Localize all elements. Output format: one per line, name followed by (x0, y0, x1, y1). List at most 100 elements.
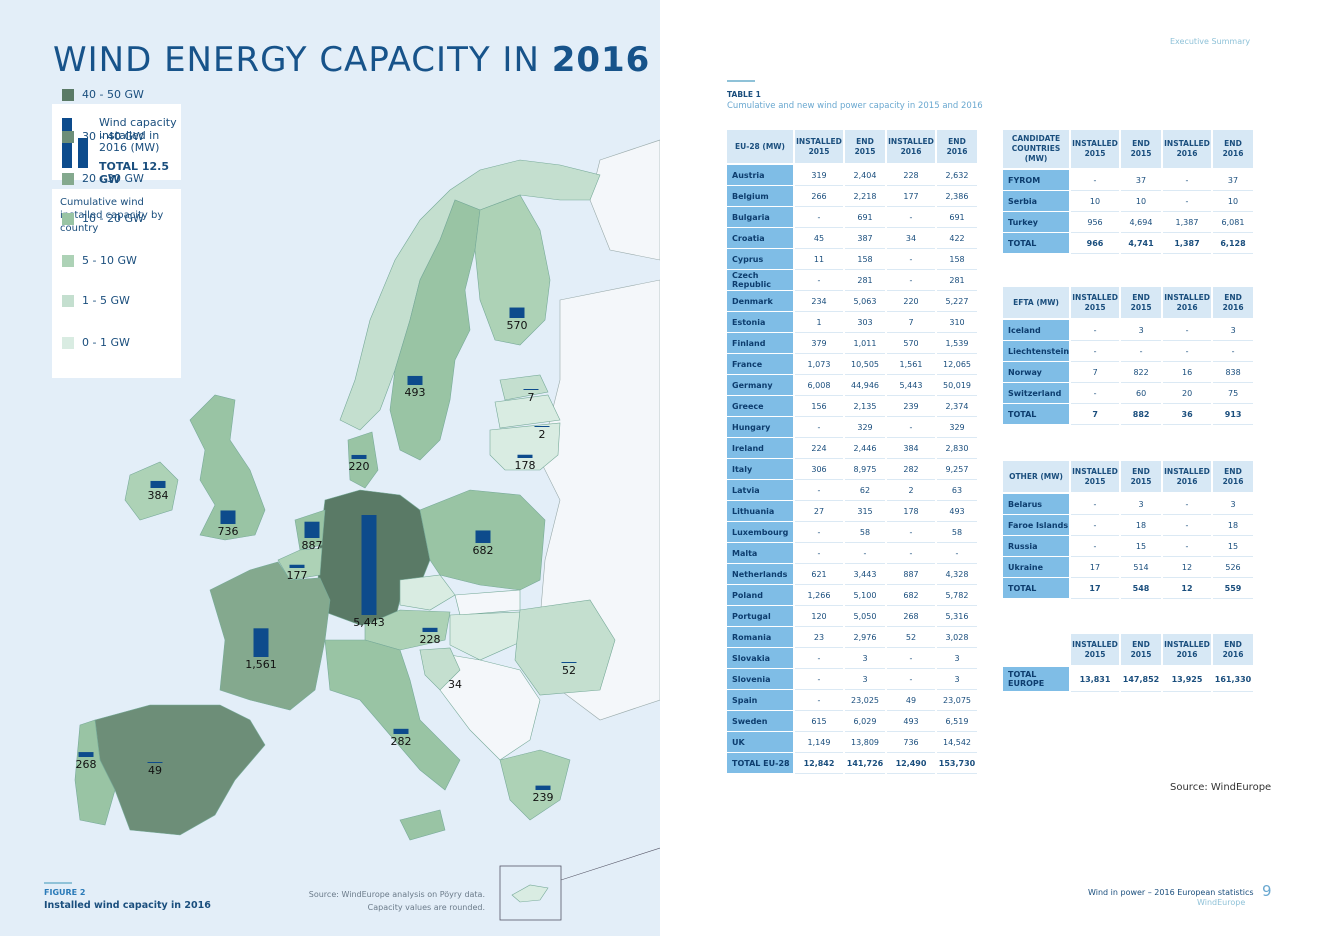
value-cell: 2,386 (937, 186, 977, 207)
value-cell: 52 (887, 627, 935, 648)
table-row: Estonia 1 303 7 310 (727, 312, 977, 333)
value-cell: 266 (795, 186, 843, 207)
table-row: Russia -15-15 (1003, 536, 1253, 557)
value-cell: - (795, 270, 843, 291)
legend-swatch (62, 131, 74, 143)
value-cell: 36 (1163, 404, 1212, 425)
value-cell: 177 (887, 186, 935, 207)
map-label-latvia: 2 (539, 428, 546, 441)
table-row: Sweden 615 6,029 493 6,519 (727, 711, 977, 732)
wind-capacity-label: Wind capacity installed in 2016 (MW) (99, 116, 177, 154)
value-cell: 3 (1121, 494, 1161, 515)
value-cell: - (887, 249, 935, 270)
map-bar-sweden (407, 375, 423, 385)
value-cell: 12,490 (887, 753, 935, 774)
value-cell: 329 (937, 417, 977, 438)
table-subtitle: Cumulative and new wind power capacity i… (727, 101, 983, 111)
map-bar-greece (535, 785, 551, 790)
row-name-cell: TOTAL (1003, 578, 1069, 599)
value-cell: 268 (887, 606, 935, 627)
map-label-austria: 228 (420, 633, 441, 646)
table-row: Cyprus 11 158-158 (727, 249, 977, 270)
value-cell: 559 (1213, 578, 1253, 599)
map-label-italy: 282 (391, 735, 412, 748)
row-name-cell: Turkey (1003, 212, 1069, 233)
value-cell: 8,975 (845, 459, 885, 480)
row-name-cell: Greece (727, 396, 793, 417)
table-row: Switzerland -60 20 75 (1003, 383, 1254, 404)
value-cell: - (1071, 494, 1119, 515)
value-cell: 7 (1071, 362, 1120, 383)
value-cell: - (887, 543, 935, 564)
map-label-sweden: 493 (405, 386, 426, 399)
table-row: Denmark 234 5,063 220 5,227 (727, 291, 977, 312)
value-cell: 6,008 (795, 375, 843, 396)
value-cell: 7 (887, 312, 935, 333)
value-cell: 228 (887, 165, 935, 186)
value-cell: 6,128 (1213, 233, 1253, 254)
value-cell: 4,741 (1121, 233, 1161, 254)
value-cell: 234 (795, 291, 843, 312)
map-page: 5,443 1,561 887 736 682 570 493 384 282 268 239 228… (0, 0, 660, 936)
value-cell: 75 (1213, 383, 1254, 404)
map-label-greece: 239 (533, 791, 554, 804)
legend-label: 30 - 40 GW (82, 130, 144, 143)
value-cell: 27 (795, 501, 843, 522)
legend-swatch (62, 89, 74, 101)
row-name-cell: France (727, 354, 793, 375)
value-cell: - (795, 690, 843, 711)
map-bar-belgium (289, 564, 305, 568)
value-cell: 1,011 (845, 333, 885, 354)
row-name-cell: Latvia (727, 480, 793, 501)
value-cell: - (1163, 170, 1211, 191)
table-column-header: INSTALLED 2016 (1163, 634, 1211, 667)
row-name-cell: TOTAL (1003, 233, 1069, 254)
table-column-header: END 2016 (937, 130, 977, 165)
value-cell: 956 (1071, 212, 1119, 233)
table-row: Italy 306 8,975 282 9,257 (727, 459, 977, 480)
value-cell: 10 (1213, 191, 1253, 212)
map-source-line-1: Source: WindEurope analysis on Pöyry dat… (308, 890, 485, 899)
value-cell: 49 (887, 690, 935, 711)
table-row: Malta - - - - (727, 543, 977, 564)
value-cell: - (887, 207, 935, 228)
table-column-header: INSTALLED 2015 (1071, 130, 1119, 170)
table-column-header: END 2016 (1213, 461, 1253, 494)
value-cell: 1,073 (795, 354, 843, 375)
value-cell: 570 (887, 333, 935, 354)
map-source-line-2: Capacity values are rounded. (367, 903, 485, 912)
table-column-header: END 2016 (1213, 287, 1254, 320)
map-label-denmark: 220 (349, 460, 370, 473)
legend-item: 40 - 50 GW (62, 88, 144, 102)
row-name-cell: Lithuania (727, 501, 793, 522)
value-cell: 1,561 (887, 354, 935, 375)
value-cell: 615 (795, 711, 843, 732)
value-cell: 379 (795, 333, 843, 354)
map-bar-romania (561, 662, 577, 663)
efta-table: EFTA (MW) INSTALLED 2015 END 2015 INSTALLED… (1001, 287, 1255, 425)
value-cell: 319 (795, 165, 843, 186)
row-name-cell: Cyprus (727, 249, 793, 270)
row-name-cell: Czech Republic (727, 270, 793, 291)
value-cell: 691 (937, 207, 977, 228)
value-cell: - (1163, 341, 1212, 362)
value-cell: 315 (845, 501, 885, 522)
row-name-cell: Norway (1003, 362, 1070, 383)
value-cell: 548 (1121, 578, 1161, 599)
table-total-row: TOTAL 17 548 12 559 (1003, 578, 1253, 599)
legend-item: 0 - 1 GW (62, 336, 130, 350)
row-name-cell: Slovenia (727, 669, 793, 690)
cumulative-legend-title: Cumulative wind installed capacity by co… (60, 197, 164, 234)
row-name-cell: UK (727, 732, 793, 753)
wind-capacity-total: TOTAL 12.5 GW (99, 160, 169, 186)
page-title: WIND ENERGY CAPACITY IN 2016 (53, 40, 651, 80)
table-column-header: INSTALLED 2015 (1071, 461, 1119, 494)
value-cell: 13,831 (1071, 667, 1119, 692)
value-cell: 3 (1121, 320, 1162, 341)
row-name-cell: TOTAL EUROPE (1003, 667, 1069, 692)
value-cell: 387 (845, 228, 885, 249)
table-row: Czech Republic -281-281 (727, 270, 977, 291)
row-name-cell: Ireland (727, 438, 793, 459)
map-label-finland: 570 (507, 319, 528, 332)
value-cell: - (1071, 536, 1119, 557)
